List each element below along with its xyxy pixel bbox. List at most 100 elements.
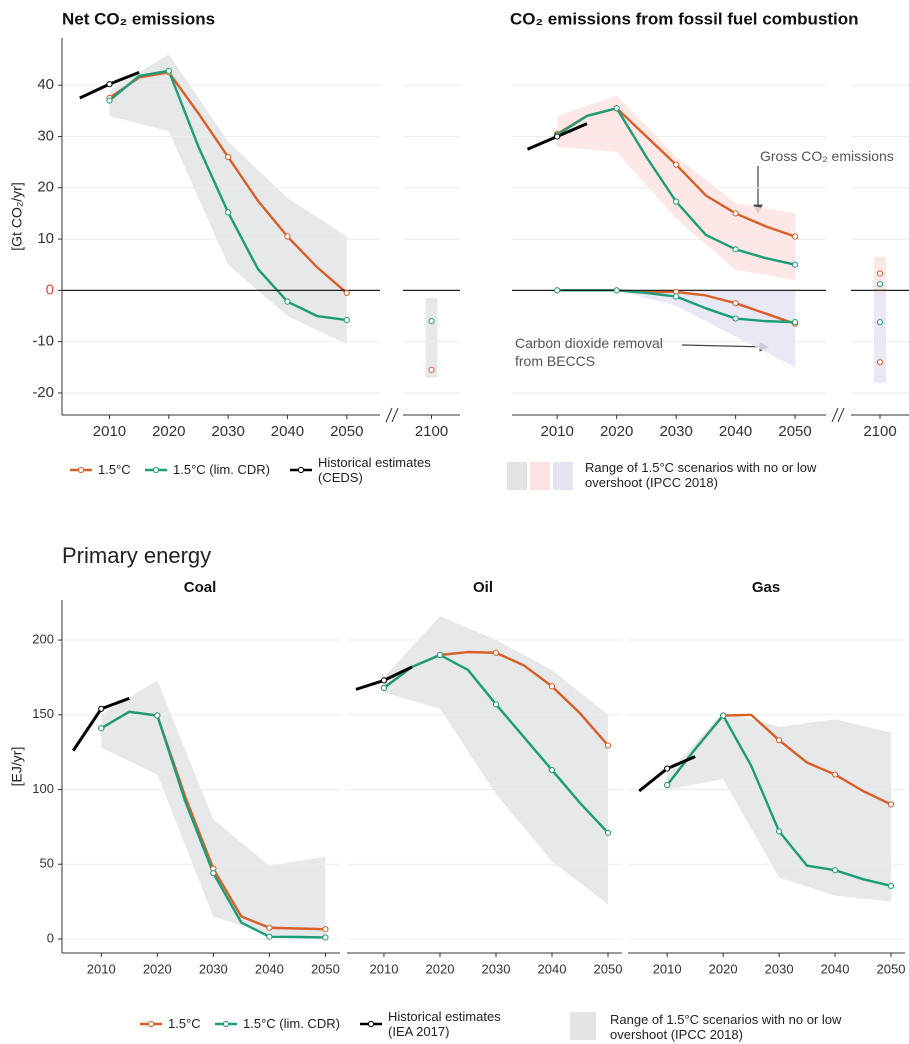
- x-tick-label: 2050: [311, 961, 340, 976]
- series-point: [791, 233, 799, 240]
- y-tick-label: 150: [32, 706, 54, 721]
- range-band: [667, 711, 892, 902]
- series-point: [284, 233, 291, 240]
- series-point: [343, 317, 350, 324]
- x-tick-label: 2040: [719, 423, 752, 440]
- series-point: [98, 725, 105, 732]
- legend-label: Historical estimates (CEDS): [318, 455, 431, 485]
- series-point: [106, 97, 113, 104]
- y-tick-label: 50: [40, 856, 54, 871]
- y-tick-label: -10: [32, 333, 54, 350]
- panel-title: CO₂ emissions from fossil fuel combustio…: [510, 9, 859, 28]
- series-point: [165, 67, 172, 74]
- legend-swatch: [553, 462, 573, 490]
- x-tick-label: 2040: [271, 423, 304, 440]
- x-tick-label: 2040: [538, 961, 567, 976]
- legend-label: Range of 1.5°C scenarios with no or low …: [585, 460, 817, 490]
- x-tick-label: 2100: [863, 423, 896, 440]
- series-point: [664, 781, 671, 789]
- series-point: [673, 161, 680, 168]
- series-point: [791, 261, 799, 268]
- x-tick-label: 2050: [330, 423, 363, 440]
- range-band-2100: [874, 290, 886, 383]
- legend-label: 1.5°C (lim. CDR): [173, 462, 270, 477]
- series-point: [322, 926, 329, 933]
- series-point: [831, 771, 839, 778]
- series-point: [613, 105, 620, 112]
- series-point: [732, 315, 739, 322]
- series-point: [343, 289, 350, 297]
- x-tick-label: 2030: [482, 961, 511, 976]
- series-point: [548, 683, 556, 690]
- legend-label: 1.5°C: [168, 1016, 201, 1031]
- axis-break: [831, 407, 845, 423]
- x-tick-label: 2030: [211, 423, 244, 440]
- y-axis-label: [EJ/yr]: [9, 747, 25, 787]
- y-tick-label: -20: [32, 384, 54, 401]
- range-band: [101, 680, 326, 939]
- series-point: [831, 867, 839, 874]
- series-point: [775, 828, 783, 835]
- x-tick-label: 2020: [152, 423, 185, 440]
- point-2100: [876, 359, 884, 366]
- series-point: [775, 737, 783, 744]
- series-point: [154, 712, 161, 719]
- range-band: [383, 616, 608, 905]
- series-point: [604, 742, 612, 749]
- series-point: [613, 287, 620, 294]
- x-tick-label: 2030: [765, 961, 794, 976]
- y-tick-label: 10: [37, 230, 54, 247]
- y-tick-label: 40: [37, 76, 54, 93]
- legend-label: Historical estimates (IEA 2017): [388, 1009, 501, 1039]
- y-tick-label: 30: [37, 127, 54, 144]
- point-2100: [876, 270, 884, 277]
- y-tick-label: 20: [37, 179, 54, 196]
- series-point: [732, 246, 739, 253]
- point-2100: [876, 281, 884, 288]
- series-point: [210, 870, 217, 877]
- series-point: [732, 210, 739, 217]
- x-tick-label: 2050: [877, 961, 906, 976]
- x-tick-label: 2010: [370, 961, 399, 976]
- series-point: [380, 684, 388, 691]
- legend-swatch: [297, 466, 305, 474]
- legend-label: Range of 1.5°C scenarios with no or low …: [610, 1012, 842, 1042]
- legend-label: 1.5°C (lim. CDR): [243, 1016, 340, 1031]
- series-point: [266, 933, 273, 940]
- y-tick-label: 200: [32, 631, 54, 646]
- y-axis-label: [Gt CO₂/yr]: [9, 182, 25, 250]
- series-point: [322, 934, 329, 941]
- y-tick-label: 0: [47, 930, 54, 945]
- series-point: [554, 133, 561, 140]
- series-point: [673, 293, 680, 300]
- x-tick-label: 2020: [709, 961, 738, 976]
- panel-title: Gas: [752, 579, 780, 596]
- legend-swatch: [530, 462, 550, 490]
- x-tick-label: 2050: [594, 961, 623, 976]
- legend-swatch: [147, 1020, 155, 1028]
- series-point: [604, 829, 612, 836]
- range-band: [557, 290, 796, 368]
- x-tick-label: 2010: [93, 423, 126, 440]
- series-point: [720, 712, 727, 719]
- annotation: Gross CO₂ emissions: [760, 148, 894, 164]
- x-tick-label: 2040: [821, 961, 850, 976]
- legend-swatch: [367, 1020, 375, 1028]
- series-point: [492, 649, 500, 656]
- series-point: [673, 198, 680, 205]
- series-point: [225, 209, 232, 216]
- legend-swatch: [570, 1012, 596, 1040]
- legend-swatch: [222, 1020, 230, 1028]
- series-point: [436, 651, 444, 659]
- y-tick-label: 0: [46, 281, 54, 298]
- legend-swatch: [507, 462, 527, 490]
- x-tick-label: 2020: [426, 961, 455, 976]
- range-band: [109, 54, 347, 345]
- legend-swatch: [77, 466, 85, 474]
- series-point: [225, 153, 232, 161]
- series-point: [887, 801, 895, 808]
- axis-break: [385, 407, 399, 423]
- x-tick-label: 2100: [415, 423, 448, 440]
- series-point: [791, 319, 799, 326]
